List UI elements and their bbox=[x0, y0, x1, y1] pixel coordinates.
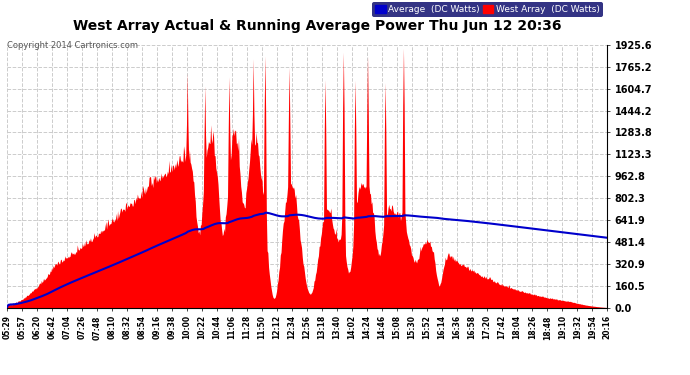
Text: Copyright 2014 Cartronics.com: Copyright 2014 Cartronics.com bbox=[7, 41, 138, 50]
Legend: Average  (DC Watts), West Array  (DC Watts): Average (DC Watts), West Array (DC Watts… bbox=[372, 2, 602, 16]
Text: West Array Actual & Running Average Power Thu Jun 12 20:36: West Array Actual & Running Average Powe… bbox=[73, 19, 562, 33]
